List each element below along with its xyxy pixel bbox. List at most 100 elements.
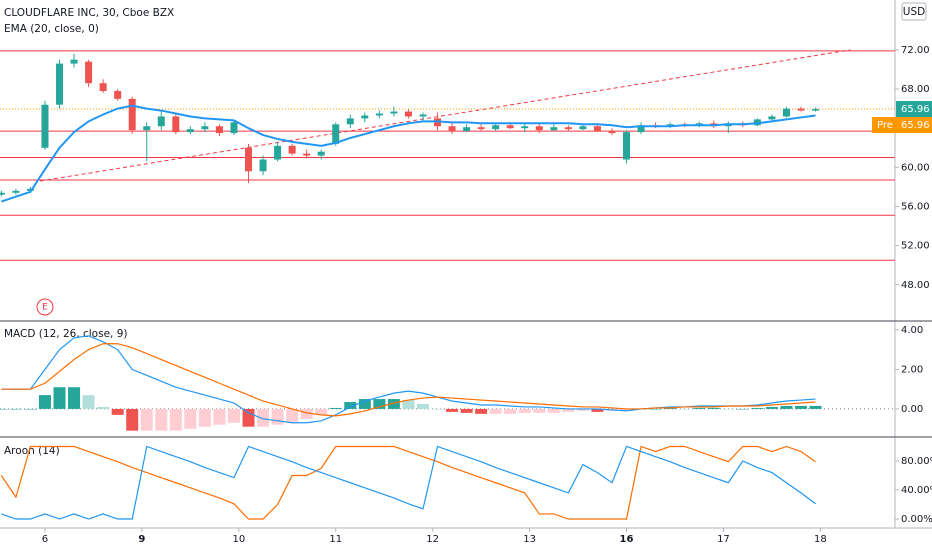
candle-body (550, 127, 558, 131)
candle-body (303, 153, 311, 156)
candle-body (128, 98, 136, 131)
histogram-bar (53, 387, 66, 409)
histogram-bar (358, 399, 371, 409)
histogram-bar (271, 408, 284, 425)
indicator-line (0, 445, 816, 520)
candle-body (797, 108, 805, 111)
indicator-label: EMA (20, close, 0) (4, 23, 99, 35)
y-tick-label: 60.00 (901, 162, 930, 173)
histogram-bar (576, 408, 589, 411)
histogram-bar (373, 399, 386, 409)
histogram-bar (620, 408, 633, 411)
histogram-bar (489, 408, 502, 414)
candle-body (448, 126, 456, 132)
histogram-bar (547, 408, 560, 413)
histogram-bar (693, 407, 706, 409)
y-tick-label: 2.00 (901, 364, 923, 375)
histogram-bar (533, 408, 546, 413)
x-tick-label: 18 (814, 534, 827, 545)
histogram-bar (9, 408, 22, 410)
premarket-price: 65.96 (901, 120, 930, 131)
candle-body (172, 116, 180, 133)
histogram-bar (329, 407, 342, 409)
candle-body (114, 91, 122, 99)
x-tick-label: 9 (138, 534, 145, 545)
candle-body (143, 126, 151, 131)
histogram-bar (126, 408, 139, 431)
candle-body (41, 104, 49, 148)
indicator-line (1, 104, 816, 203)
histogram-bar (242, 408, 255, 427)
candle-body (782, 108, 790, 117)
candle-body (463, 127, 471, 132)
histogram-bar (344, 402, 357, 409)
candle-body (419, 114, 427, 117)
histogram-bar (809, 405, 822, 409)
histogram-bar (416, 403, 429, 409)
histogram-bar (300, 408, 313, 419)
candle-body (26, 188, 34, 191)
histogram-bar (140, 408, 153, 431)
y-tick-label: 40.00% (901, 485, 932, 496)
histogram-bar (460, 408, 473, 413)
histogram-bar (518, 408, 531, 413)
candle-body (404, 111, 412, 117)
histogram-bar (402, 400, 415, 409)
histogram-bar (591, 408, 604, 412)
histogram-bar (0, 408, 8, 410)
histogram-bar (184, 408, 197, 429)
histogram-bar (722, 408, 735, 410)
histogram-bar (765, 406, 778, 409)
candle-body (245, 147, 253, 172)
y-tick-label: 52.00 (901, 241, 930, 252)
y-tick-label: 0.00% (901, 514, 932, 525)
candle-body (346, 118, 354, 125)
candle-body (608, 131, 616, 134)
x-tick-label: 6 (42, 534, 48, 545)
histogram-bar (169, 408, 182, 431)
candle-body (288, 145, 296, 154)
candle-body (99, 83, 107, 92)
histogram-bar (82, 395, 95, 409)
candle-body (85, 61, 93, 84)
candle-body (215, 126, 223, 134)
candle-body (637, 125, 645, 133)
candle-body (535, 126, 543, 131)
candle-body (0, 192, 5, 195)
y-tick-label: 56.00 (901, 201, 930, 212)
histogram-bar (38, 395, 51, 409)
currency-box[interactable] (901, 2, 927, 21)
x-tick-label: 16 (620, 534, 634, 545)
histogram-bar (257, 408, 270, 427)
histogram-bar (751, 407, 764, 409)
x-tick-label: 17 (717, 534, 730, 545)
candle-body (506, 125, 514, 129)
premarket-tag: Pre (877, 120, 893, 131)
y-tick-label: 68.00 (901, 84, 930, 95)
candle-body (564, 127, 572, 130)
histogram-bar (649, 408, 662, 410)
histogram-bar (475, 408, 488, 414)
indicator-line (1, 445, 816, 520)
histogram-bar (24, 408, 37, 410)
histogram-bar (227, 408, 240, 423)
candle-body (521, 126, 529, 129)
candle-body (332, 124, 340, 144)
x-tick-label: 11 (329, 534, 342, 545)
histogram-bar (504, 408, 517, 414)
histogram-bar (111, 408, 124, 415)
histogram-bar (431, 408, 444, 410)
indicator-label: Aroon (14) (4, 445, 60, 457)
trend-line (40, 49, 851, 182)
y-tick-label: 0.00 (901, 404, 923, 415)
x-tick-label: 10 (232, 534, 245, 545)
y-tick-label: 48.00 (901, 280, 930, 291)
candle-body (593, 126, 601, 132)
earnings-marker (36, 298, 54, 316)
candle-body (274, 145, 282, 160)
currency: USD (903, 6, 925, 18)
histogram-bar (678, 408, 691, 410)
y-tick-label: 80.00% (901, 456, 932, 467)
x-tick-label: 12 (426, 534, 439, 545)
candle-body (230, 122, 238, 134)
